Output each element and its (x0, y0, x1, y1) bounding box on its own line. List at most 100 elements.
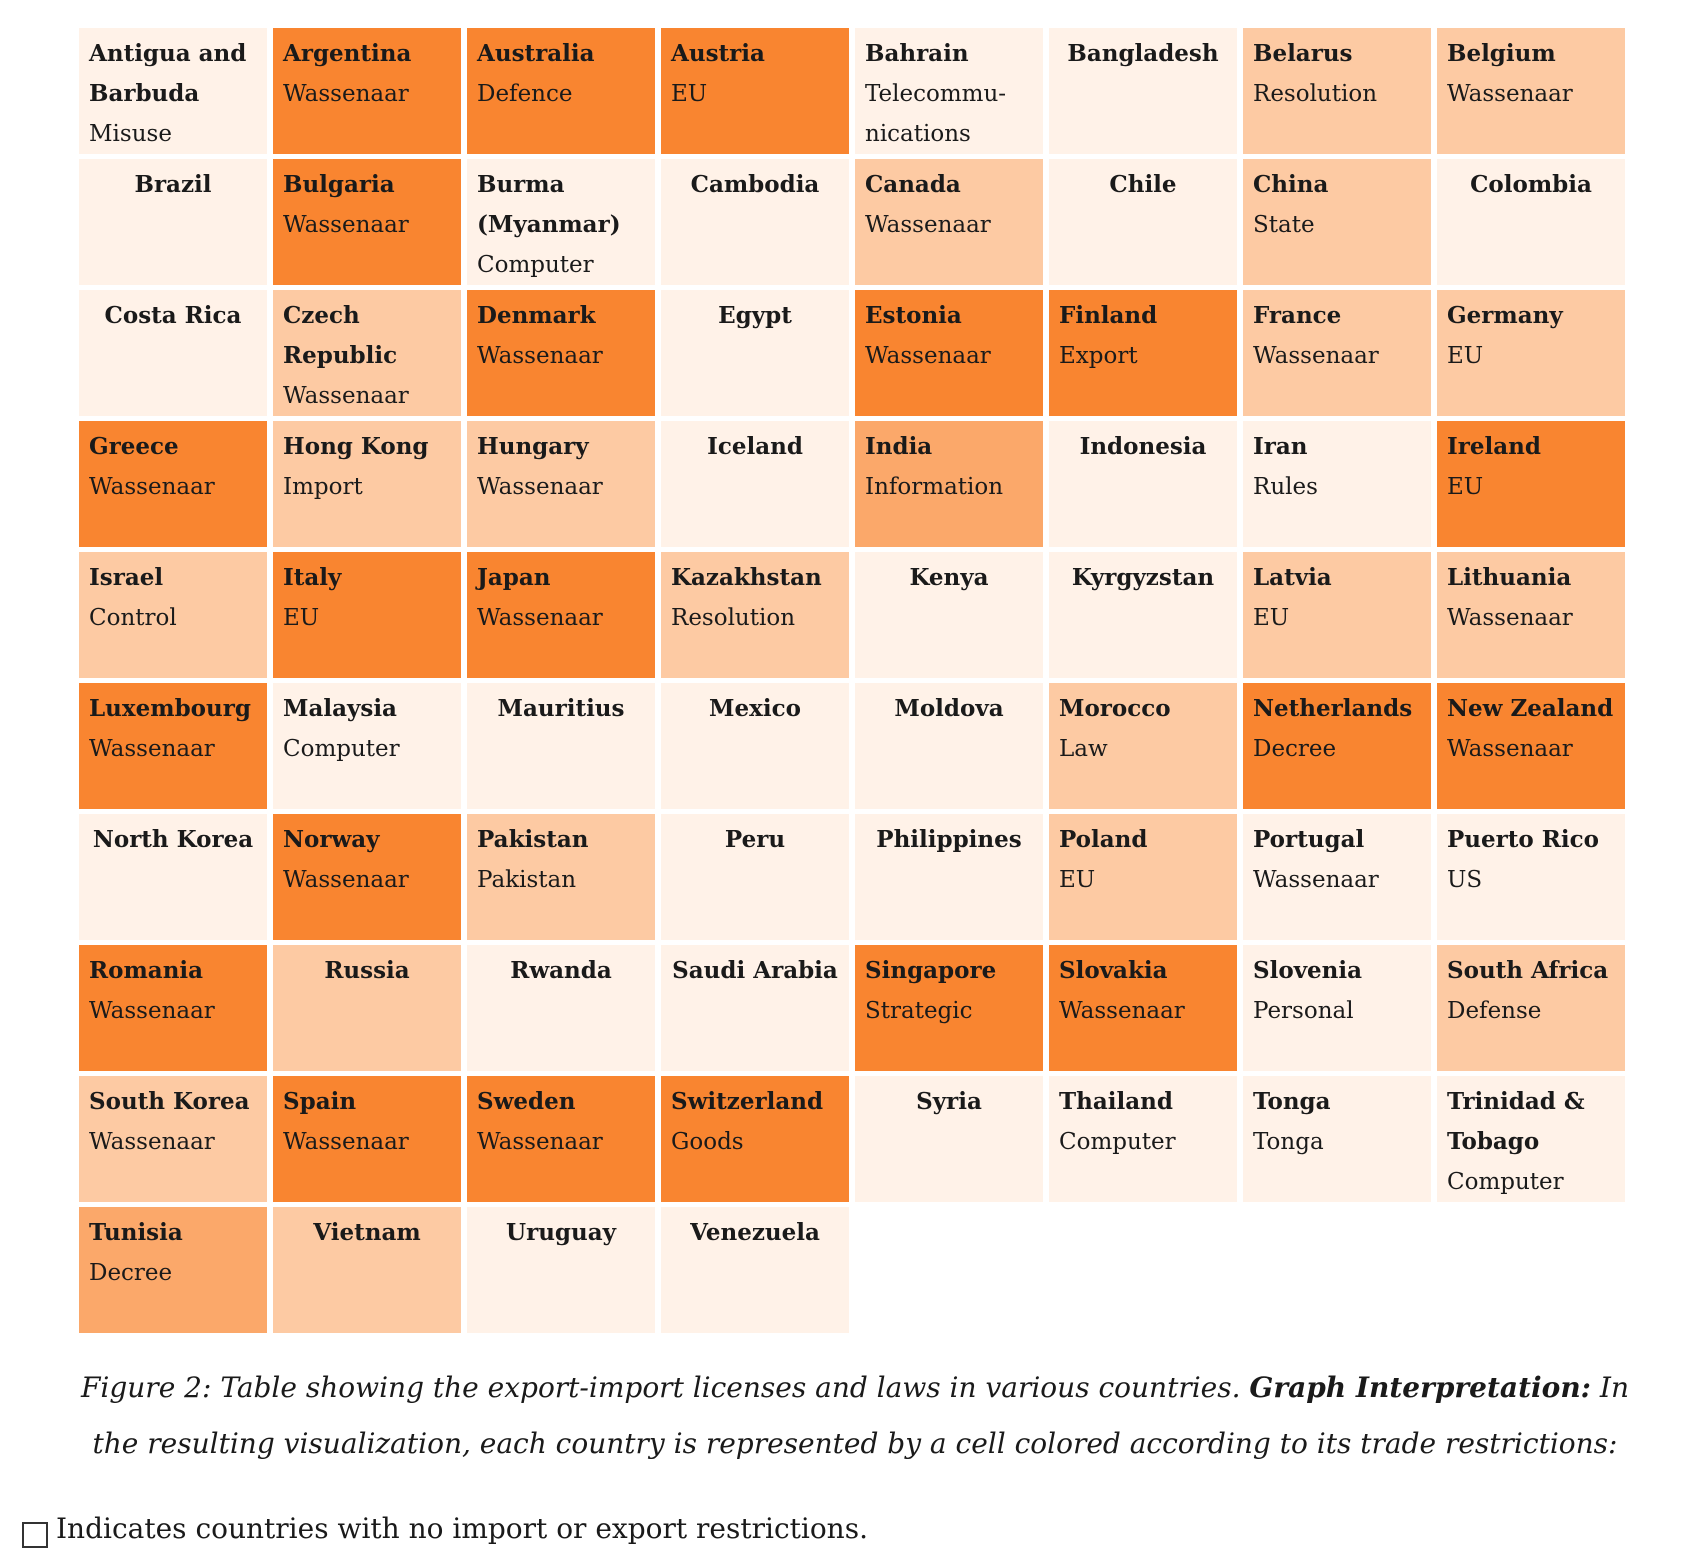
country-law: Wassenaar (1447, 736, 1573, 762)
country-cell: Switzerland Goods (661, 1076, 849, 1202)
country-cell: Cambodia (661, 159, 849, 285)
caption-suffix: In the resulting visualization, each cou… (92, 1371, 1630, 1460)
country-name: Luxembourg (89, 695, 251, 722)
country-law: Personal (1253, 998, 1354, 1024)
country-cell: Hong Kong Import (273, 421, 461, 547)
country-name: Lithuania (1447, 564, 1572, 591)
country-law: Rules (1253, 474, 1318, 500)
country-cell: Bangladesh (1049, 28, 1237, 154)
country-cell: North Korea (79, 814, 267, 940)
country-law: Pakistan (477, 867, 577, 893)
country-name: China (1253, 171, 1329, 198)
country-cell: Egypt (661, 290, 849, 416)
country-name: Slovakia (1059, 957, 1168, 984)
country-name: Poland (1059, 826, 1148, 853)
country-cell: Puerto Rico US (1437, 814, 1625, 940)
country-law: EU (283, 605, 320, 631)
country-cell: Lithuania Wassenaar (1437, 552, 1625, 678)
country-name: Argentina (283, 40, 412, 67)
country-cell: Denmark Wassenaar (467, 290, 655, 416)
country-cell: Poland EU (1049, 814, 1237, 940)
country-cell: Morocco Law (1049, 683, 1237, 809)
country-law: Wassenaar (477, 1129, 603, 1155)
country-law: Wassenaar (89, 736, 215, 762)
country-cell: Syria (855, 1076, 1043, 1202)
country-cell: Sweden Wassenaar (467, 1076, 655, 1202)
country-cell: Slovakia Wassenaar (1049, 945, 1237, 1071)
country-cell: Ireland EU (1437, 421, 1625, 547)
country-law: Strategic (865, 998, 973, 1024)
country-cell: South Korea Wassenaar (79, 1076, 267, 1202)
country-cell: Tunisia Decree (79, 1207, 267, 1333)
country-law: Decree (89, 1260, 173, 1286)
country-cell: Czech Republic Wassenaar (273, 290, 461, 416)
country-law: Wassenaar (1447, 81, 1573, 107)
country-name: North Korea (92, 826, 254, 853)
country-name: Egypt (718, 302, 792, 329)
country-law: Wassenaar (1447, 605, 1573, 631)
country-cell: Venezuela (661, 1207, 849, 1333)
country-cell: Saudi Arabia (661, 945, 849, 1071)
country-cell: China State (1243, 159, 1431, 285)
country-name: South Africa (1447, 957, 1609, 984)
country-cell: Argentina Wassenaar (273, 28, 461, 154)
country-name: Spain (283, 1088, 357, 1115)
country-cell: India Information (855, 421, 1043, 547)
country-cell: Luxembourg Wassenaar (79, 683, 267, 809)
country-cell: Tonga Tonga (1243, 1076, 1431, 1202)
country-name: Switzerland (671, 1088, 824, 1115)
country-cell: South Africa Defense (1437, 945, 1625, 1071)
country-cell: Mauritius (467, 683, 655, 809)
country-name: Brazil (134, 171, 212, 198)
country-law: EU (1253, 605, 1290, 631)
country-cell: Kyrgyzstan (1049, 552, 1237, 678)
country-name: Kyrgyzstan (1071, 564, 1215, 591)
country-name: South Korea (89, 1088, 250, 1115)
country-name: Kazakhstan (671, 564, 822, 591)
country-name: New Zealand (1447, 695, 1614, 722)
country-cell: Indonesia (1049, 421, 1237, 547)
country-name: Tonga (1253, 1088, 1331, 1115)
country-name: Hungary (477, 433, 589, 460)
country-name: Uruguay (506, 1219, 616, 1246)
country-cell: Italy EU (273, 552, 461, 678)
country-law: Computer (1447, 1169, 1564, 1195)
country-law: Telecommu- nications (865, 81, 1007, 147)
country-cell: Trinidad & Tobago Computer (1437, 1076, 1625, 1202)
country-cell: France Wassenaar (1243, 290, 1431, 416)
country-name: Peru (724, 826, 786, 853)
country-name: Canada (865, 171, 961, 198)
country-name: Philippines (876, 826, 1022, 853)
country-name: Malaysia (283, 695, 397, 722)
country-name: France (1253, 302, 1342, 329)
country-name: Japan (477, 564, 551, 591)
country-law: Wassenaar (1059, 998, 1185, 1024)
country-name: Denmark (477, 302, 596, 329)
country-law: US (1447, 867, 1483, 893)
country-law: Wassenaar (89, 998, 215, 1024)
caption-bold: Graph Interpretation: (1249, 1371, 1592, 1404)
country-law: Wassenaar (1253, 867, 1379, 893)
country-name: Estonia (865, 302, 962, 329)
country-cell: Belgium Wassenaar (1437, 28, 1625, 154)
country-cell: Kenya (855, 552, 1043, 678)
country-name: Netherlands (1253, 695, 1413, 722)
country-name: Czech Republic (283, 302, 398, 369)
country-name: Thailand (1059, 1088, 1173, 1115)
country-cell: Burma (Myanmar) Computer (467, 159, 655, 285)
country-cell: Australia Defence (467, 28, 655, 154)
country-law: EU (1447, 343, 1484, 369)
country-law: Goods (671, 1129, 744, 1155)
country-name: Australia (477, 40, 595, 67)
country-cell: Estonia Wassenaar (855, 290, 1043, 416)
country-name: Pakistan (477, 826, 589, 853)
country-cell: Hungary Wassenaar (467, 421, 655, 547)
figure-caption: Figure 2: Table showing the export-impor… (60, 1360, 1650, 1472)
country-name: Syria (916, 1088, 982, 1115)
country-cell: Canada Wassenaar (855, 159, 1043, 285)
country-cell: Israel Control (79, 552, 267, 678)
country-name: Portugal (1253, 826, 1365, 853)
country-cell: Greece Wassenaar (79, 421, 267, 547)
country-name: Mauritius (497, 695, 625, 722)
country-name: Mexico (709, 695, 801, 722)
